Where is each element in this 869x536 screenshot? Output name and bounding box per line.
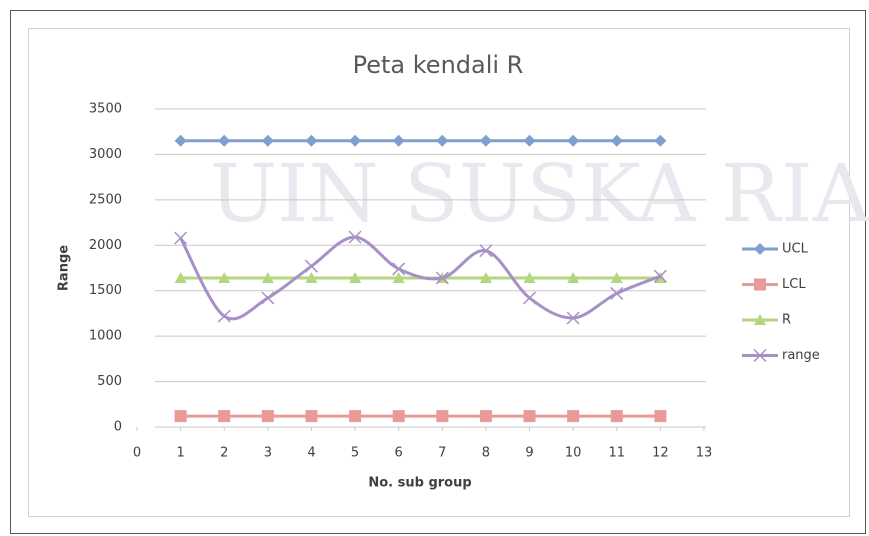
data-point: [567, 271, 580, 283]
data-point: [174, 271, 187, 283]
legend-marker: [754, 278, 766, 291]
data-point: [261, 271, 274, 283]
y-tick-label: 1500: [89, 283, 122, 298]
x-axis-label: No. sub group: [368, 476, 471, 491]
data-point: [610, 271, 623, 283]
data-point: [654, 410, 667, 423]
data-point: [217, 309, 231, 323]
x-tick-label: 10: [565, 446, 582, 461]
data-point: [305, 134, 318, 147]
data-point: [392, 134, 405, 147]
data-point: [392, 262, 406, 276]
data-point: [610, 410, 623, 423]
data-point: [479, 134, 492, 147]
data-point: [174, 134, 187, 147]
legend-marker: [753, 348, 767, 363]
data-point: [261, 291, 275, 305]
data-point: [435, 271, 449, 285]
data-point: [523, 291, 537, 305]
data-point: [349, 134, 362, 147]
legend-marker: [754, 243, 766, 255]
data-point: [261, 410, 274, 423]
x-tick-label: 2: [220, 446, 228, 461]
watermark: UIN SUSKA RIA: [210, 147, 869, 240]
data-point: [479, 271, 492, 283]
data-point: [479, 410, 492, 423]
data-point: [610, 286, 624, 300]
data-point: [348, 230, 362, 244]
legend-label: UCL: [782, 242, 809, 257]
x-tick-label: 6: [395, 446, 403, 461]
data-point: [305, 410, 318, 423]
data-point: [305, 271, 318, 283]
legend-label: R: [782, 313, 791, 328]
x-tick-label: 8: [482, 446, 490, 461]
x-tick-label: 11: [608, 446, 625, 461]
data-point: [436, 410, 449, 423]
data-point: [566, 311, 580, 325]
chart-title: Peta kendali R: [353, 51, 524, 79]
data-point: [174, 410, 187, 423]
x-tick-label: 3: [264, 446, 272, 461]
data-point: [479, 244, 493, 258]
data-point: [218, 271, 231, 283]
x-tick-label: 4: [307, 446, 315, 461]
x-tick-label: 13: [696, 446, 713, 461]
chart-area: [28, 28, 850, 517]
data-point: [174, 231, 188, 245]
x-tick-label: 7: [438, 446, 446, 461]
data-point: [567, 134, 580, 147]
x-tick-label: 1: [176, 446, 184, 461]
data-point: [654, 134, 667, 147]
y-tick-label: 2000: [89, 238, 122, 253]
legend-label: LCL: [782, 277, 806, 292]
data-point: [653, 269, 667, 283]
legend-marker: [754, 314, 766, 325]
x-tick-label: 5: [351, 446, 359, 461]
y-tick-label: 3000: [89, 147, 122, 162]
data-point: [218, 134, 231, 147]
y-tick-label: 500: [97, 374, 122, 389]
y-tick-label: 1000: [89, 329, 122, 344]
data-point: [523, 134, 536, 147]
y-axis-label: Range: [57, 245, 72, 291]
legend-label: range: [782, 348, 820, 363]
data-point: [392, 410, 405, 423]
data-point: [261, 134, 274, 147]
y-tick-label: 0: [114, 420, 122, 435]
x-tick-label: 12: [652, 446, 669, 461]
y-tick-label: 2500: [89, 192, 122, 207]
data-point: [304, 259, 318, 273]
data-point: [523, 271, 536, 283]
data-point: [218, 410, 231, 423]
data-point: [436, 134, 449, 147]
data-point: [523, 410, 536, 423]
data-point: [567, 410, 580, 423]
data-point: [392, 271, 405, 283]
data-point: [349, 271, 362, 283]
data-point: [610, 134, 623, 147]
x-tick-label: 9: [525, 446, 533, 461]
data-point: [349, 410, 362, 423]
x-tick-label: 0: [133, 446, 141, 461]
y-tick-label: 3500: [89, 102, 122, 117]
